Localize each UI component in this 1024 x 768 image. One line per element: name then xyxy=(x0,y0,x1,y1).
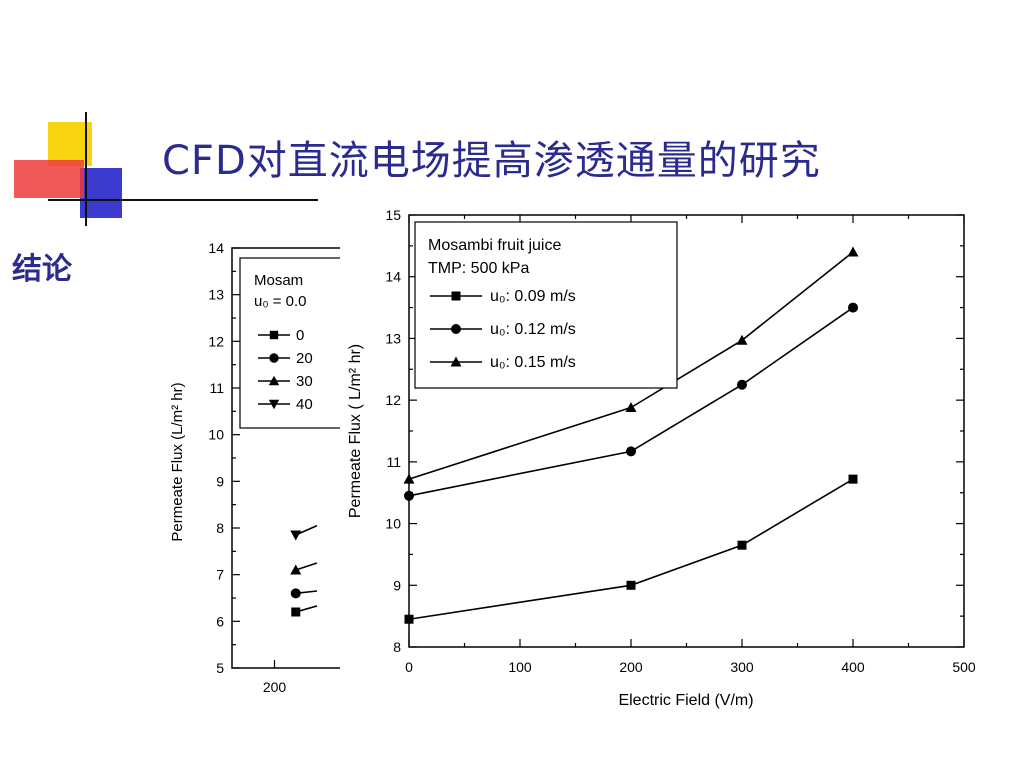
legend-title-line: Mosam xyxy=(254,272,303,289)
data-point xyxy=(847,246,859,257)
legend-title-line: u₀ = 0.0 xyxy=(254,293,307,310)
data-point xyxy=(404,614,414,624)
x-tick-label: 200 xyxy=(619,659,643,675)
back-chart-axes: 5 6 7 8 9 10 11 12 13 14 200 xyxy=(208,240,286,695)
y-tick-label: 5 xyxy=(216,660,224,676)
y-tick-label: 8 xyxy=(393,639,401,655)
y-tick-label: 10 xyxy=(385,516,401,532)
y-tick-label: 13 xyxy=(208,287,224,303)
y-tick-label: 7 xyxy=(216,567,224,583)
y-tick-label: 6 xyxy=(216,613,224,629)
legend-entry-label: 20 xyxy=(296,350,313,367)
y-tick-label: 11 xyxy=(209,380,224,396)
x-tick-label: 400 xyxy=(841,659,865,675)
legend-marker xyxy=(268,399,280,410)
y-tick-label: 13 xyxy=(385,330,401,346)
x-tick-label: 0 xyxy=(405,659,413,675)
series-line-2 xyxy=(408,251,854,480)
y-tick-label: 12 xyxy=(385,392,401,408)
front-chart-axes: 0 100 200 300 400 500 8 9 10 11 12 13 14 15 xyxy=(385,207,975,675)
data-point xyxy=(736,334,748,345)
data-point xyxy=(290,564,302,575)
y-tick-label: 9 xyxy=(216,473,224,489)
data-point xyxy=(737,540,747,550)
x-tick-label: 500 xyxy=(952,659,976,675)
data-point xyxy=(403,473,415,484)
legend-entry-label: 30 xyxy=(296,373,313,390)
data-point xyxy=(404,490,414,501)
back-chart-marks xyxy=(290,524,318,617)
legend-entry-label: u₀: 0.15 m/s xyxy=(490,354,576,371)
logo-yellow-square xyxy=(48,122,92,166)
y-tick-label: 12 xyxy=(208,333,224,349)
legend-entry-label: 40 xyxy=(296,396,313,413)
legend-marker xyxy=(269,353,279,363)
data-point xyxy=(848,302,858,313)
legend-marker xyxy=(451,324,461,334)
series-line-0 xyxy=(408,478,854,621)
back-chart-legend: Mosam u₀ = 0.0 0 20 30 40 xyxy=(239,257,340,429)
x-tick-label: 300 xyxy=(730,659,754,675)
legend-marker xyxy=(451,291,461,301)
y-tick-label: 11 xyxy=(386,454,401,470)
logo-red-gradient xyxy=(14,160,84,198)
legend-marker xyxy=(269,330,279,340)
data-point xyxy=(625,402,637,413)
data-point xyxy=(626,446,636,457)
legend-box xyxy=(239,257,340,429)
series-line-stub-2 xyxy=(295,562,318,571)
data-point xyxy=(848,474,858,484)
slide-subtitle: 结论 xyxy=(12,252,72,287)
data-point xyxy=(291,607,301,617)
y-tick-label: 15 xyxy=(385,207,401,223)
data-point xyxy=(626,580,636,590)
y-tick-label: 9 xyxy=(393,577,401,593)
title-logo-decoration xyxy=(14,112,318,226)
legend-entry-label: u₀: 0.09 m/s xyxy=(490,288,576,305)
data-point xyxy=(290,530,302,541)
y-tick-label: 8 xyxy=(216,520,224,536)
y-tick-label: 14 xyxy=(208,240,224,256)
back-chart-y-axis-label: Permeate Flux (L/m² hr) xyxy=(169,382,186,541)
legend-marker xyxy=(450,356,462,367)
front-chart-x-axis-label: Electric Field (V/m) xyxy=(618,692,753,709)
x-tick-label: 200 xyxy=(263,679,287,695)
legend-title-line: Mosambi fruit juice xyxy=(428,237,561,254)
legend-box xyxy=(414,221,678,389)
x-tick-label: 100 xyxy=(508,659,532,675)
front-chart-legend: Mosambi fruit juice TMP: 500 kPa u₀: 0.09… xyxy=(414,221,678,389)
front-chart: 0 100 200 300 400 500 8 9 10 11 12 13 14 15 Mosambi f… xyxy=(340,200,980,720)
front-chart-y-axis-label: Permeate Flux ( L/m² hr) xyxy=(347,344,364,518)
y-tick-label: 10 xyxy=(208,427,224,443)
legend-marker xyxy=(268,375,280,386)
legend-entry-label: 0 xyxy=(296,327,304,344)
data-point xyxy=(290,588,301,599)
legend-title-line: TMP: 500 kPa xyxy=(428,260,529,277)
slide-title: CFD对直流电场提高渗透通量的研究 xyxy=(162,138,821,184)
front-chart-marks xyxy=(403,246,859,624)
data-point xyxy=(737,379,747,390)
legend-entry-label: u₀: 0.12 m/s xyxy=(490,321,576,338)
y-tick-label: 14 xyxy=(385,269,401,285)
series-line-1 xyxy=(408,306,854,497)
